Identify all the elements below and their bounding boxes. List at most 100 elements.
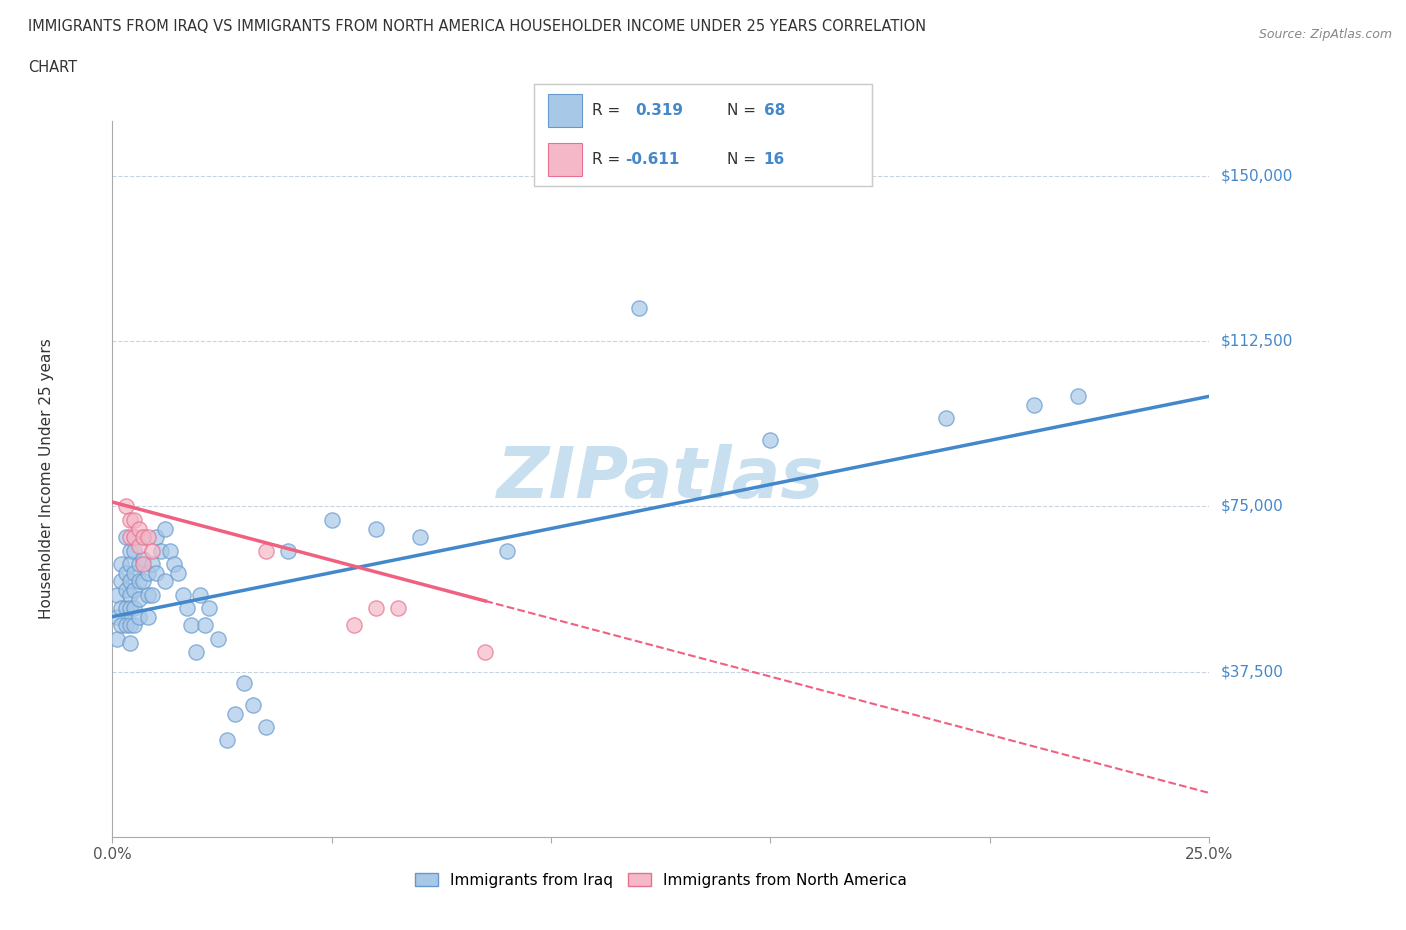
Legend: Immigrants from Iraq, Immigrants from North America: Immigrants from Iraq, Immigrants from No… (409, 867, 912, 894)
Point (128, 591, 150, 606)
Point (114, 499, 136, 514)
Point (163, 556, 186, 571)
Point (141, 556, 163, 571)
Point (242, 698, 264, 712)
Point (254, 720, 277, 735)
Point (132, 551, 155, 566)
Point (132, 530, 155, 545)
Point (136, 565, 159, 580)
Point (132, 574, 155, 589)
Point (408, 530, 430, 545)
Text: IMMIGRANTS FROM IRAQ VS IMMIGRANTS FROM NORTH AMERICA HOUSEHOLDER INCOME UNDER 2: IMMIGRANTS FROM IRAQ VS IMMIGRANTS FROM … (28, 19, 927, 33)
Point (176, 601, 198, 616)
Point (110, 574, 132, 589)
Point (184, 644, 207, 659)
Point (124, 601, 146, 616)
Point (118, 556, 141, 571)
Text: $75,000: $75,000 (1220, 499, 1284, 514)
Point (118, 587, 141, 602)
Point (105, 609, 128, 624)
Text: 68: 68 (763, 103, 785, 118)
Bar (548, 94, 582, 126)
Text: N =: N = (727, 152, 761, 166)
Point (215, 733, 238, 748)
Point (114, 601, 136, 616)
Point (128, 609, 150, 624)
Point (627, 300, 650, 315)
Point (105, 631, 128, 646)
Point (136, 609, 159, 624)
Text: R =: R = (592, 103, 624, 118)
Text: $112,500: $112,500 (1220, 334, 1292, 349)
Point (118, 574, 141, 589)
Point (153, 521, 176, 536)
Point (124, 543, 146, 558)
Point (1066, 389, 1088, 404)
Point (180, 618, 202, 633)
Point (167, 565, 190, 580)
Point (194, 618, 217, 633)
Point (149, 543, 172, 558)
Text: $37,500: $37,500 (1220, 664, 1284, 679)
Text: N =: N = (727, 103, 761, 118)
Point (1022, 398, 1045, 413)
Point (110, 556, 132, 571)
Point (114, 583, 136, 598)
Point (207, 631, 229, 646)
Point (277, 543, 299, 558)
Point (387, 601, 409, 616)
Point (153, 574, 176, 589)
Text: ZIPatlas: ZIPatlas (498, 445, 824, 513)
Bar (548, 143, 582, 176)
Point (128, 556, 150, 571)
Point (935, 411, 957, 426)
Point (124, 512, 146, 527)
Text: CHART: CHART (28, 60, 77, 75)
Point (188, 587, 211, 602)
Point (124, 530, 146, 545)
Point (141, 587, 163, 602)
Text: R =: R = (592, 152, 624, 166)
Text: 16: 16 (763, 152, 785, 166)
Point (114, 618, 136, 633)
Text: Householder Income Under 25 years: Householder Income Under 25 years (39, 339, 55, 619)
Point (114, 565, 136, 580)
Point (172, 587, 194, 602)
Point (159, 543, 181, 558)
Point (118, 636, 141, 651)
Text: -0.611: -0.611 (626, 152, 679, 166)
Point (364, 601, 387, 616)
Point (110, 618, 132, 633)
Point (128, 538, 150, 553)
Point (759, 433, 782, 448)
Point (105, 587, 128, 602)
Point (145, 565, 167, 580)
Point (124, 618, 146, 633)
Point (254, 543, 277, 558)
Text: 0.319: 0.319 (636, 103, 683, 118)
Point (128, 521, 150, 536)
Point (145, 530, 167, 545)
Point (136, 530, 159, 545)
Point (110, 601, 132, 616)
Point (321, 512, 343, 527)
Point (132, 556, 155, 571)
Point (132, 530, 155, 545)
Text: Source: ZipAtlas.com: Source: ZipAtlas.com (1258, 28, 1392, 41)
Point (224, 706, 246, 721)
Point (364, 521, 387, 536)
Point (118, 512, 141, 527)
Point (114, 530, 136, 545)
Point (343, 618, 366, 633)
Point (124, 583, 146, 598)
Text: $150,000: $150,000 (1220, 168, 1292, 183)
Point (136, 587, 159, 602)
Point (124, 530, 146, 545)
Point (233, 675, 256, 690)
Point (118, 543, 141, 558)
Point (141, 543, 163, 558)
Point (118, 601, 141, 616)
Point (198, 601, 221, 616)
Point (496, 543, 519, 558)
Point (118, 530, 141, 545)
